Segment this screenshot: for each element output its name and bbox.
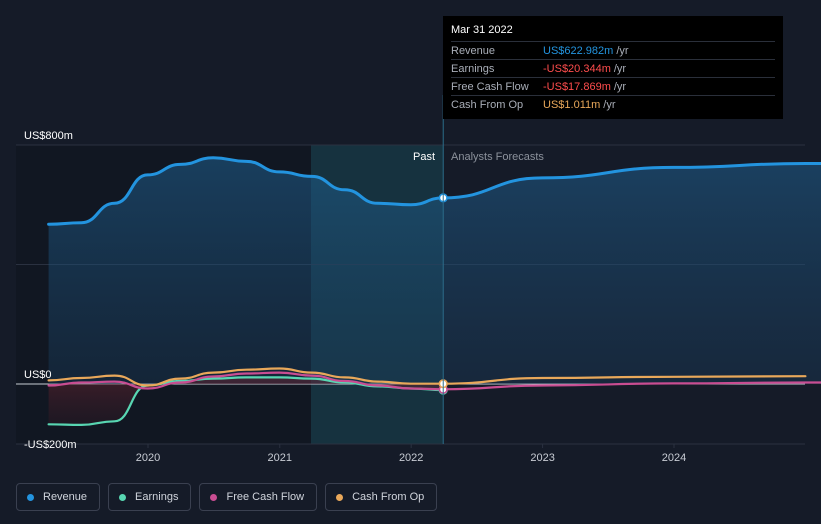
legend-dot-icon [210,493,218,501]
revenue-line [47,156,821,226]
x-tick-label: 2022 [399,452,423,464]
legend-dot-icon [336,493,344,501]
y-tick-label: US$800m [24,130,73,142]
tooltip-row: Free Cash Flow -US$17.869m/yr [451,77,775,95]
tooltip-value: -US$17.869m [543,80,611,93]
legend: Revenue Earnings Free Cash Flow Cash From O… [16,483,438,511]
legend-label: Earnings [135,491,179,503]
legend-label: Cash From Op [352,491,425,503]
legend-dot-icon [27,493,34,501]
legend-item-free-cash-flow[interactable]: Free Cash Flow [199,483,318,511]
forecast-label: Analysts Forecasts [451,151,544,163]
free-cash-flow-line [47,371,821,391]
revenue-area [48,157,821,384]
tooltip-date: Mar 31 2022 [451,24,513,36]
tooltip-label: Revenue [451,44,496,57]
tooltip-value: US$1.011m [543,98,601,111]
tooltip-unit: /yr [613,80,627,93]
legend-item-cash-from-op[interactable]: Cash From Op [325,483,438,511]
y-tick-label: -US$200m [24,439,77,451]
cash-from-op-line [47,367,807,387]
past-label: Past [413,151,435,163]
x-tick-label: 2023 [530,452,554,464]
tooltip-label: Earnings [451,62,495,75]
x-tick-label: 2024 [662,452,686,464]
tooltip-row: Cash From Op US$1.011m/yr [451,95,775,113]
legend-item-earnings[interactable]: Earnings [108,483,192,511]
tooltip-label: Free Cash Flow [451,80,529,93]
legend-label: Revenue [43,491,88,503]
x-tick-label: 2020 [136,452,160,464]
legend-dot-icon [119,493,127,501]
legend-item-revenue[interactable]: Revenue [16,483,101,511]
tooltip-value: -US$20.344m [543,62,611,75]
tooltip-unit: /yr [613,62,627,75]
tooltip-row: Revenue US$622.982m/yr [451,41,775,59]
tooltip: Mar 31 2022 Revenue US$622.982m/yr Earning… [443,16,783,119]
y-tick-label: US$0 [24,369,52,381]
x-tick-label: 2021 [268,452,292,464]
tooltip-unit: /yr [603,98,616,111]
legend-label: Free Cash Flow [226,491,305,503]
tooltip-label: Cash From Op [451,98,524,111]
tooltip-row: Earnings -US$20.344m/yr [451,59,775,77]
earnings-area [48,377,444,425]
tooltip-value: US$622.982m [543,44,614,57]
tooltip-unit: /yr [616,44,629,57]
